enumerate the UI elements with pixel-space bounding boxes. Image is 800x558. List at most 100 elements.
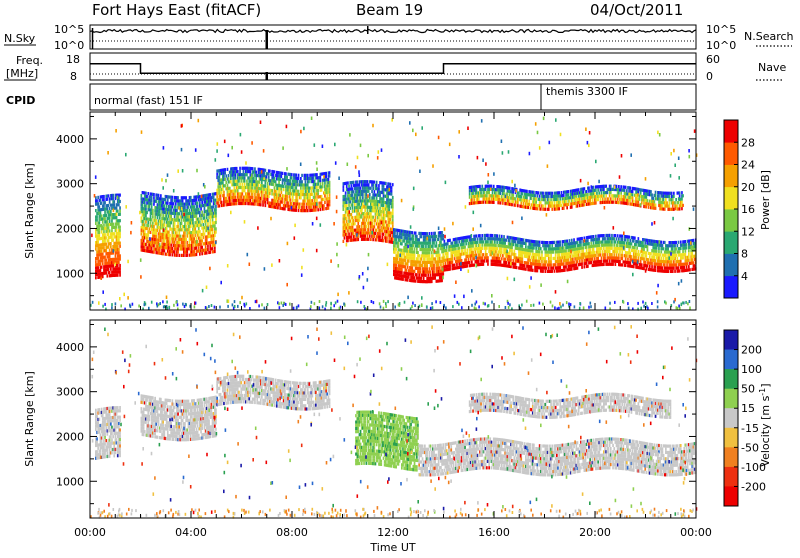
echo-cell [212,247,214,250]
echo-cell [111,220,113,223]
echo-cell [594,257,596,260]
echo-cell [515,240,517,243]
echo-cell [100,263,102,266]
echo-cell [659,253,661,256]
echo-cell [97,257,99,260]
echo-cell [281,188,283,191]
echo-cell [613,237,615,240]
echo-cell [317,189,319,192]
echo-cell [325,175,327,178]
echo-cell [258,184,260,187]
echo-cell [417,257,419,260]
echo-cell [492,234,494,237]
echo-cell [290,179,292,182]
echo-cell [197,205,199,208]
echo-cell [494,241,496,244]
echo-cell [291,202,293,205]
nsky-trace [90,26,696,49]
echo-cell [190,196,192,199]
echo-cell [173,231,175,234]
echo-cell [385,182,387,185]
echo-cell [454,257,456,260]
echo-cell [602,241,604,244]
echo-cell [189,228,191,231]
echo-cell [595,235,597,238]
echo-cell [452,254,454,257]
echo-cell [186,254,188,257]
echo-cell [119,206,121,209]
echo-cell [578,254,580,257]
echo-cell [539,244,541,247]
echo-cell [268,173,270,176]
echo-cell [392,199,394,202]
echo-cell [188,206,190,209]
echo-cell [367,235,369,238]
echo-cell [201,252,203,255]
echo-cell [633,240,635,243]
echo-cell [145,208,147,211]
echo-cell [141,232,143,235]
echo-cell [324,194,326,197]
echo-cell [242,192,244,195]
echo-cell [619,260,621,263]
echo-cell [315,208,317,211]
echo-cell [371,222,373,225]
echo-cell [613,244,615,247]
echo-cell [378,187,380,190]
echo-cell [102,221,104,224]
echo-cell [418,245,420,248]
echo-cell [421,235,423,238]
echo-cell [559,244,561,247]
echo-cell [119,226,121,229]
echo-cell [101,214,103,217]
echo-cell [571,239,573,242]
echo-cell [374,197,376,200]
echo-cell [103,230,105,233]
echo-cell [461,259,463,262]
echo-cell [244,189,246,192]
echo-cell [383,198,385,201]
echo-cell [110,245,112,248]
echo-cell [511,249,513,252]
echo-cell [481,237,483,240]
echo-cell [329,190,331,193]
echo-cell [244,183,246,186]
echo-cell [101,202,103,205]
echo-cell [555,263,557,266]
echo-cell [177,215,179,218]
echo-cell [189,202,191,205]
echo-cell [388,224,390,227]
echo-cell [456,241,458,244]
echo-cell [227,168,229,171]
echo-cell [242,183,244,186]
echo-cell [477,238,479,241]
echo-cell [395,248,397,251]
echo-cell [215,231,217,234]
echo-cell [472,244,474,247]
echo-cell [613,253,615,256]
echo-cell [408,276,410,279]
echo-cell [155,235,157,238]
echo-cell [172,205,174,208]
echo-cell [118,261,120,264]
echo-cell [343,208,345,211]
echo-cell [422,264,424,267]
echo-cell [101,250,103,253]
echo-cell [506,261,508,264]
echo-cell [635,256,637,259]
echo-cell [634,237,636,240]
echo-cell [117,264,119,267]
echo-cell [643,267,645,270]
echo-cell [364,222,366,225]
echo-cell [485,250,487,253]
station-title: Fort Hays East (fitACF) [92,1,261,19]
echo-cell [103,198,105,201]
echo-cell [347,239,349,242]
echo-cell [164,220,166,223]
echo-cell [388,208,390,211]
echo-cell [611,253,613,256]
echo-cell [537,269,539,272]
echo-cell [566,240,568,243]
echo-cell [111,229,113,232]
echo-cell [392,196,394,199]
